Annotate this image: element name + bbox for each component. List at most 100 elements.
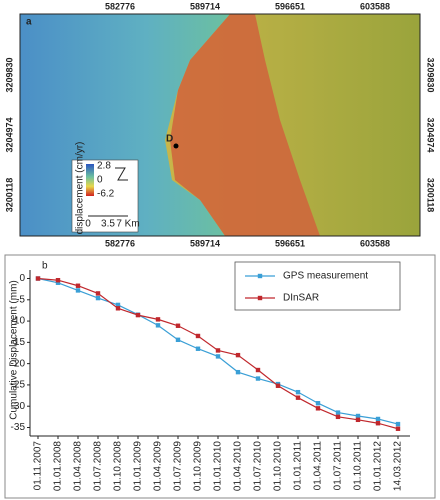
- scale-label: 7 Km: [116, 219, 139, 230]
- point-d: [173, 143, 179, 149]
- legend-mid: 0: [97, 175, 103, 186]
- legend-min: -6.2: [97, 189, 115, 200]
- y-tick-label: -15: [11, 337, 26, 348]
- top-coord: 596651: [275, 1, 305, 11]
- data-point: [175, 323, 181, 328]
- data-point: [95, 291, 101, 296]
- x-tick-label: 01.01.2009: [133, 441, 144, 491]
- data-point: [375, 421, 381, 426]
- map-legend: 2.8 0 -6.2 displacement (cm/yr) 0 3.5 7 …: [71, 142, 140, 235]
- y-tick-label: -25: [11, 380, 26, 391]
- data-point: [155, 323, 161, 328]
- right-coord: 3209830: [426, 57, 436, 92]
- scale-label: 3.5: [101, 219, 115, 230]
- legend-swatch: [257, 295, 263, 301]
- map-frame: [19, 13, 421, 237]
- data-point: [355, 413, 361, 419]
- bottom-coord: 603588: [360, 238, 390, 248]
- data-point: [215, 348, 221, 353]
- x-tick-label: 01.07.2011: [333, 441, 344, 491]
- data-point: [215, 354, 221, 359]
- left-coord: 3204974: [4, 117, 14, 152]
- data-point: [115, 302, 121, 308]
- legend-swatch: [257, 273, 263, 279]
- bottom-coord: 582776: [105, 238, 135, 248]
- scale-label: 0: [85, 219, 91, 230]
- x-tick-label: 01.10.2008: [113, 441, 124, 491]
- data-point: [135, 312, 141, 318]
- x-tick-label: 01.01.2012: [373, 441, 384, 491]
- top-coord: 589714: [190, 1, 220, 11]
- north-arrow: [115, 167, 128, 181]
- right-coord: 3204974: [426, 117, 436, 152]
- bottom-coord: 589714: [190, 238, 220, 248]
- data-point: [235, 352, 241, 358]
- data-point: [255, 376, 261, 381]
- point-label: D: [166, 134, 173, 145]
- y-tick-label: -20: [11, 358, 26, 369]
- x-tick-label: 01.04.2011: [313, 441, 324, 491]
- data-point: [335, 410, 341, 415]
- y-tick-label: -30: [11, 401, 26, 412]
- legend-box: [71, 159, 139, 233]
- data-point: [195, 346, 201, 351]
- data-point: [55, 278, 61, 283]
- data-point: [355, 417, 361, 423]
- x-tick-label: 01.10.2009: [193, 441, 204, 491]
- data-point: [315, 401, 321, 406]
- left-coord: 3200118: [4, 178, 14, 213]
- top-coord: 603588: [360, 1, 390, 11]
- data-point: [175, 337, 181, 343]
- x-tick-label: 01.07.2009: [173, 441, 184, 491]
- legend-max: 2.8: [97, 161, 111, 172]
- data-point: [315, 406, 321, 411]
- legend-label: GPS measurement: [283, 271, 368, 282]
- top-coord: 582776: [105, 1, 135, 11]
- x-tick-label: 01.04.2009: [153, 441, 164, 491]
- x-tick-label: 01.04.2008: [73, 441, 84, 491]
- y-tick-label: 0: [19, 273, 25, 284]
- map-panel: a D 582776 589714 596651 603588 582776 5…: [4, 1, 435, 248]
- x-tick-label: 01.01.2011: [293, 441, 304, 491]
- subsidence-zone: [170, 14, 320, 236]
- x-tick-label: 01.11.2007: [33, 441, 44, 491]
- y-axis-title: Cumulative Displacement (mm): [9, 280, 20, 419]
- color-ramp: [86, 164, 94, 196]
- x-tick-label: 01.04.2010: [233, 441, 244, 491]
- data-point: [375, 416, 381, 422]
- data-point: [295, 389, 301, 395]
- right-coord: 3200118: [426, 178, 436, 213]
- y-tick-label: -35: [11, 422, 26, 433]
- x-tick-label: 01.01.2010: [213, 441, 224, 491]
- x-tick-label: 14.03.2012: [393, 441, 404, 491]
- x-tick-label: 01.01.2008: [53, 441, 64, 491]
- data-point: [255, 367, 261, 373]
- x-tick-label: 01.07.2010: [253, 441, 264, 491]
- x-tick-label: 01.10.2011: [353, 441, 364, 491]
- data-point: [75, 283, 81, 288]
- panel-label: b: [42, 261, 48, 272]
- x-tick-label: 01.07.2008: [93, 441, 104, 491]
- data-point: [395, 421, 401, 427]
- data-point: [115, 306, 121, 311]
- y-tick-label: -5: [16, 294, 25, 305]
- data-point: [55, 280, 61, 285]
- y-tick-label: -10: [11, 316, 26, 327]
- data-point: [35, 276, 41, 281]
- data-point: [395, 426, 401, 431]
- left-coord: 3209830: [4, 57, 14, 92]
- legend-box: [234, 261, 401, 311]
- legend-label: DInSAR: [283, 293, 319, 304]
- bottom-coord: 596651: [275, 238, 305, 248]
- data-point: [335, 414, 341, 420]
- data-point: [295, 395, 301, 400]
- data-point: [155, 317, 161, 322]
- data-point: [95, 295, 101, 301]
- legend-title: displacement (cm/yr): [75, 142, 86, 235]
- data-point: [275, 383, 281, 388]
- data-point: [235, 369, 241, 375]
- data-point: [195, 333, 201, 339]
- x-tick-label: 01.10.2010: [273, 441, 284, 491]
- data-point: [75, 288, 81, 293]
